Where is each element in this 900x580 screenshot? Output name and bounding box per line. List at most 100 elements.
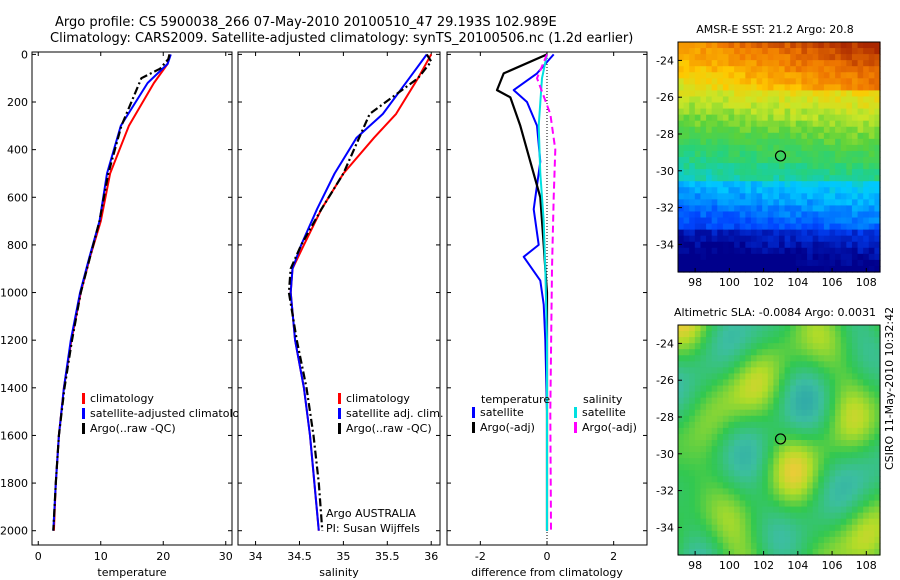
map-cell (717, 427, 724, 435)
map-cell (874, 241, 881, 249)
map-cell (728, 163, 735, 170)
map-cell (773, 72, 780, 79)
map-cell (795, 66, 803, 73)
map-cell (734, 114, 741, 122)
plot-frame (31, 51, 233, 546)
map-cell (840, 48, 847, 55)
map-cell (840, 536, 847, 544)
map-cell (857, 48, 864, 55)
map-cell (706, 199, 713, 207)
map-cell (767, 66, 774, 73)
map-cell (767, 253, 774, 261)
map-cell (683, 102, 690, 110)
map-cell (734, 193, 741, 200)
map-cell (762, 199, 769, 207)
map-cell (818, 96, 825, 104)
map-cell (779, 367, 786, 375)
legend-label: satellite (582, 406, 626, 419)
map-cell (795, 205, 803, 213)
map-cell (762, 108, 769, 116)
map-cell (683, 187, 690, 194)
x-tick-label: 34.5 (287, 550, 312, 563)
map-cell (779, 78, 786, 85)
map-cell (678, 512, 685, 520)
map-cell (829, 241, 836, 249)
map-cell (739, 253, 746, 261)
map-cell (689, 379, 696, 387)
map-cell (722, 235, 730, 243)
map-cell (846, 433, 853, 441)
map-cell (835, 367, 842, 375)
map-cell (762, 217, 769, 225)
map-cell (745, 373, 752, 381)
map-cell (694, 415, 702, 423)
map-cell (745, 440, 752, 447)
map-cell (801, 259, 808, 267)
map-cell (835, 464, 842, 471)
map-cell (823, 66, 831, 73)
map-cell (846, 409, 853, 417)
map-cell (868, 343, 875, 350)
map-cell (801, 102, 808, 110)
map-cell (779, 349, 786, 356)
map-cell (851, 205, 859, 213)
map-cell (694, 163, 702, 170)
map-cell (818, 361, 825, 368)
map-cell (807, 96, 814, 104)
map-cell (784, 193, 791, 200)
map-cell (801, 54, 808, 61)
map-cell (851, 157, 859, 164)
map-cell (767, 132, 774, 140)
map-cell (762, 126, 769, 134)
map-cell (728, 470, 735, 477)
map-cell (812, 259, 819, 267)
map-cell (689, 494, 696, 502)
map-cell (739, 138, 746, 146)
legend-label: climatology (346, 392, 410, 405)
map-cell (767, 379, 774, 387)
map-cell (678, 427, 685, 435)
map-cell (829, 337, 836, 344)
map-cell (851, 132, 859, 140)
map-cell (790, 66, 797, 73)
map-cell (790, 397, 797, 405)
map-cell (683, 536, 690, 544)
map-cell (835, 169, 842, 176)
map-cell (762, 494, 769, 502)
map-cell (773, 193, 780, 200)
map-cell (846, 60, 853, 67)
map-cell (801, 325, 808, 332)
map-cell (728, 217, 735, 225)
map-cell (706, 150, 713, 158)
map-cell (812, 476, 819, 483)
map-cell (779, 524, 786, 532)
map-cell (807, 458, 814, 465)
map-cell (762, 175, 769, 182)
map-cell (851, 114, 859, 122)
map-cell (767, 144, 774, 152)
map-cell (823, 42, 831, 49)
map-cell (779, 241, 786, 249)
map-cell (711, 259, 718, 267)
map-cell (734, 512, 741, 520)
map-cell (745, 548, 752, 556)
map-cell (784, 72, 791, 79)
map-cell (694, 421, 702, 429)
map-cell (706, 397, 713, 405)
map-cell (756, 132, 763, 140)
map-cell (823, 500, 831, 508)
map-cell (762, 512, 769, 520)
map-cell (857, 403, 864, 411)
map-cell (790, 199, 797, 207)
map-cell (857, 440, 864, 447)
map-cell (717, 199, 724, 207)
legend-title-temperature: temperature (481, 393, 550, 406)
map-cell (863, 229, 870, 237)
map-cell (790, 512, 797, 520)
map-cell (750, 355, 758, 362)
map-cell (835, 42, 842, 49)
map-cell (739, 488, 746, 496)
map-cell (678, 138, 685, 146)
map-cell (868, 241, 875, 249)
map-cell (745, 241, 752, 249)
